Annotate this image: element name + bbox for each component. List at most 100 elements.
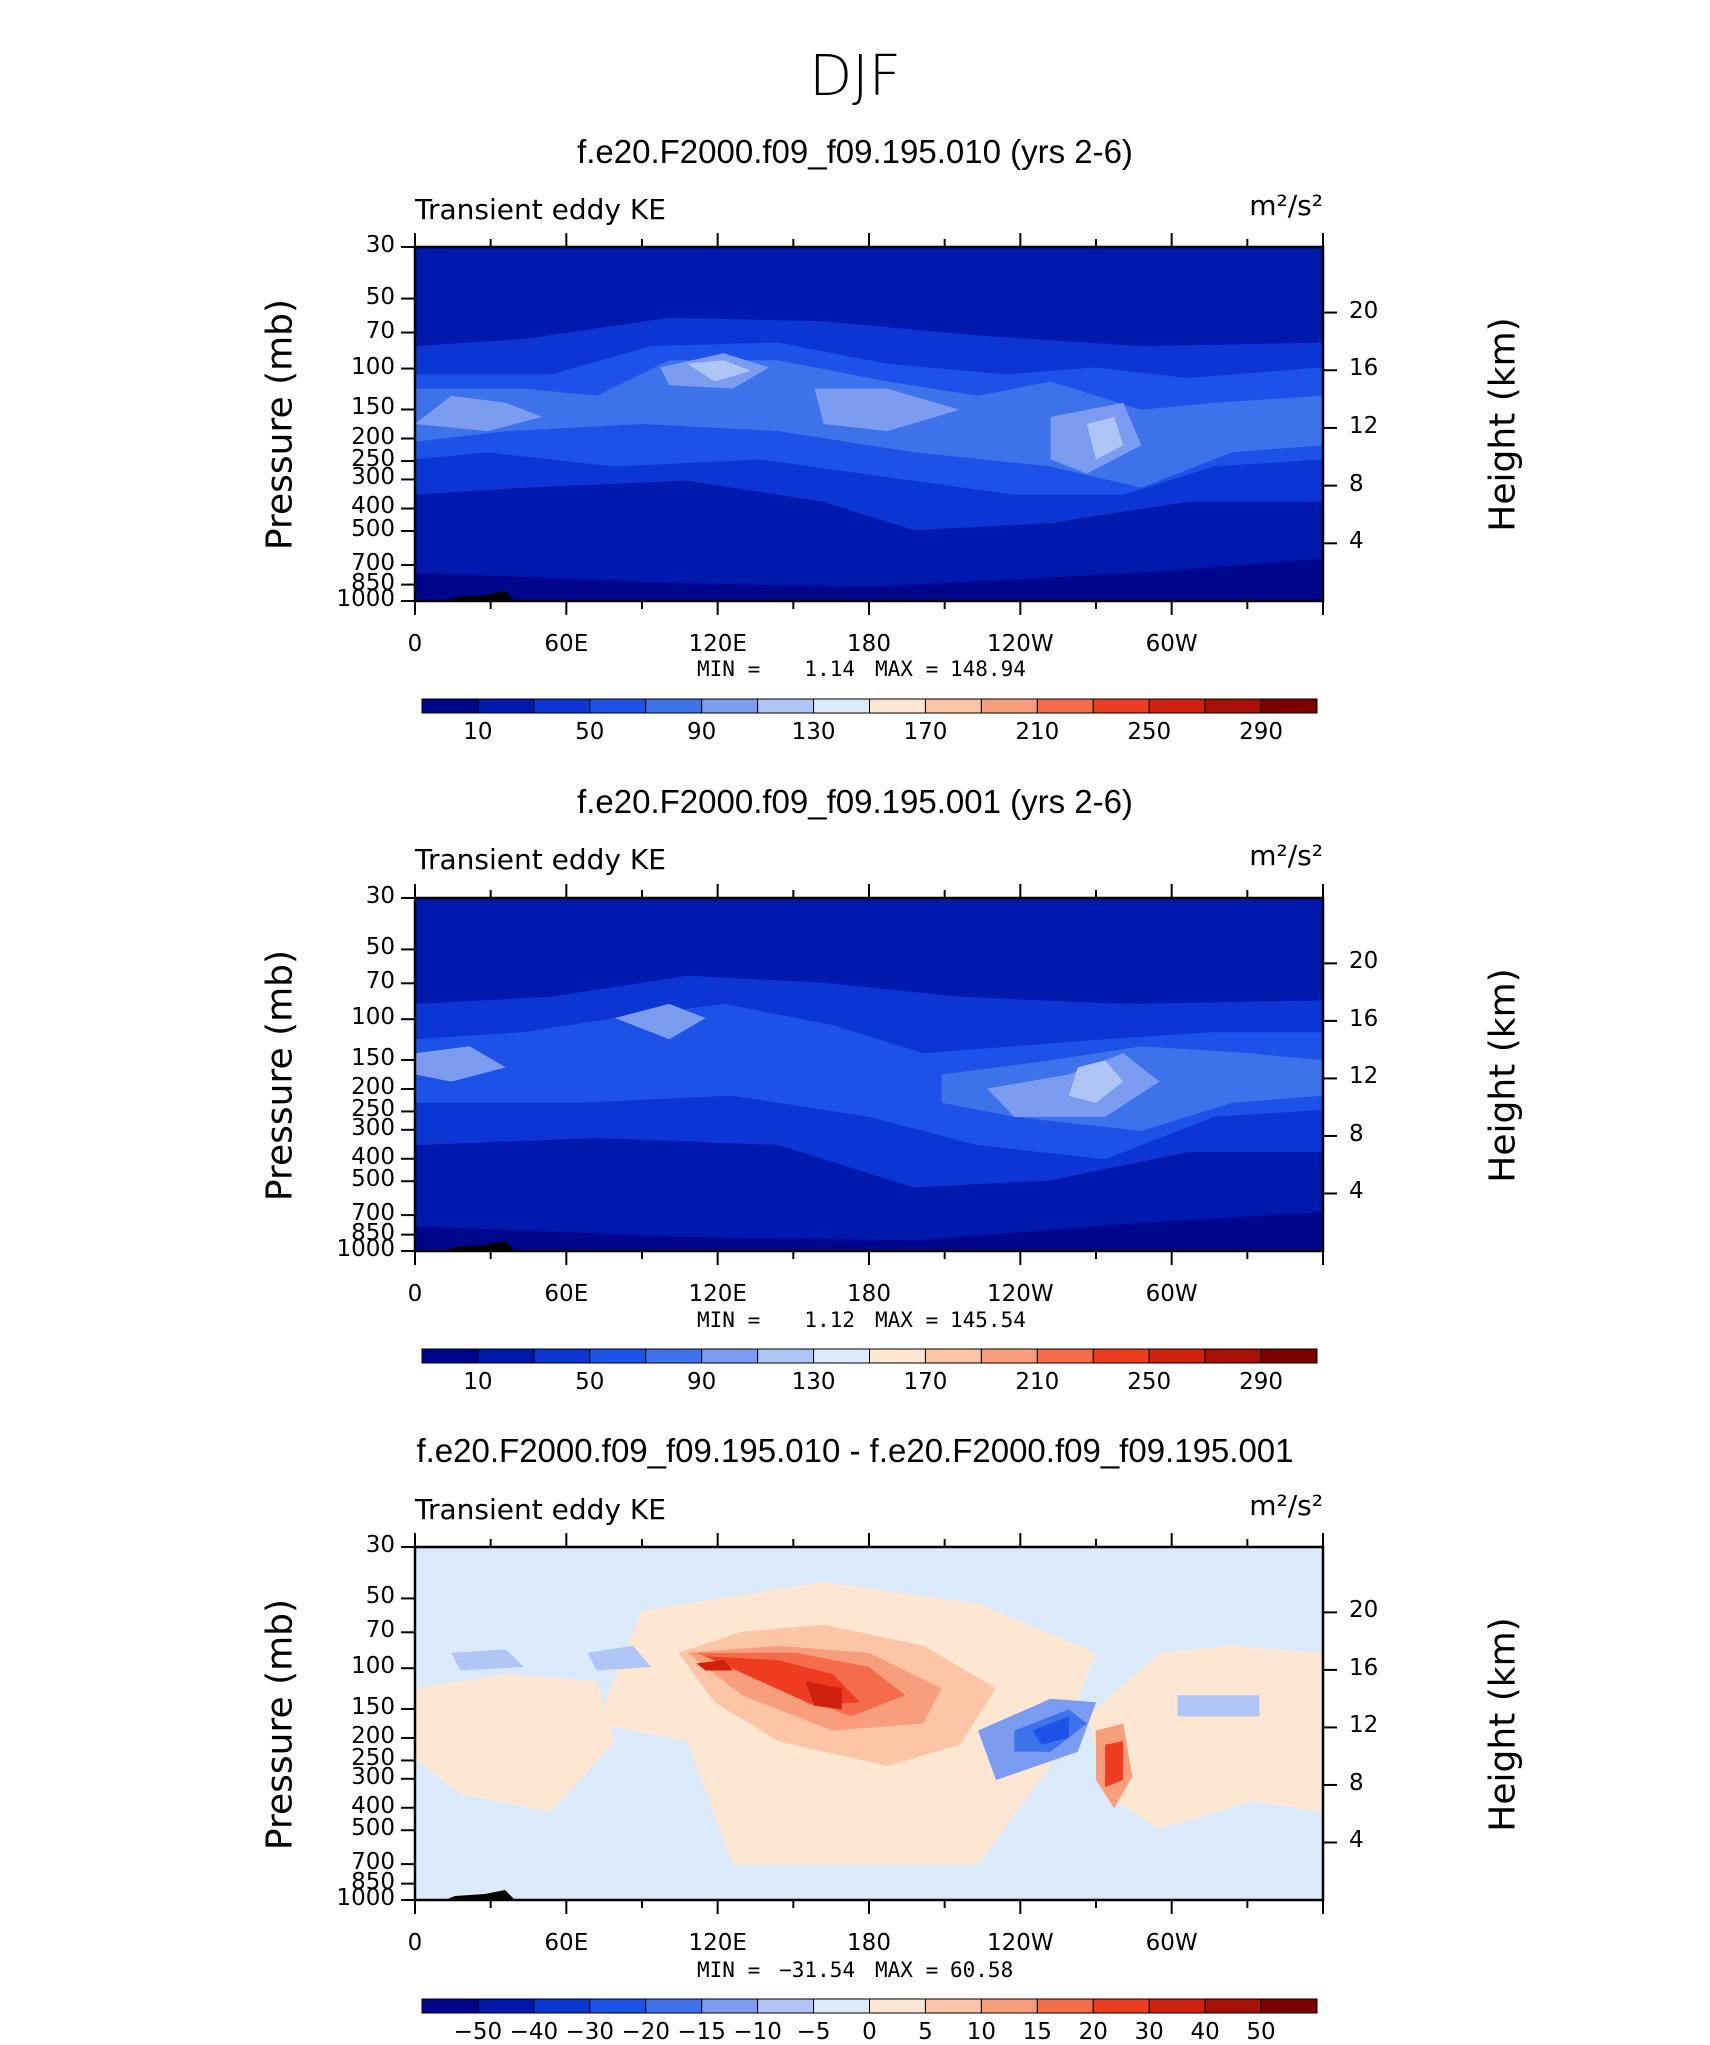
panel-1-y-tick-label: 50 — [365, 283, 395, 310]
panel-1-contour-region — [1086, 416, 1124, 460]
panel-2-y-tick-label: 700 — [351, 1200, 395, 1227]
panel-3-colorbar-box — [701, 1998, 759, 2014]
panel-3-max-label: MAX = — [875, 1958, 939, 1982]
panel-3-colorbar-box — [869, 1998, 926, 2014]
panel-3-contour-region — [587, 1645, 652, 1671]
panel-3-y-tick-label: 50 — [365, 1583, 395, 1610]
panel-2-max-label: MAX = — [875, 1308, 939, 1332]
panel-3-colorbar-box — [589, 1998, 647, 2014]
panel-3-colorbar-box — [1036, 1998, 1094, 2014]
panel-2-units-string: m²/s² — [1249, 839, 1323, 872]
panel-3-x-tick-label: 60W — [1145, 1930, 1198, 1956]
panel-1-y-tick-label: 30 — [365, 232, 395, 258]
panel-2-y-tick-label: 500 — [351, 1166, 395, 1193]
panel-1-y-tick-label: 70 — [365, 317, 395, 344]
panel-2-colorbar-label: 90 — [687, 1369, 717, 1395]
panel-1-y-right-tick-label: 16 — [1349, 355, 1379, 382]
panel-2-colorbar-label: 170 — [903, 1369, 948, 1395]
panel-2-colorbar-box — [1260, 1348, 1318, 1364]
panel-3-y-tick-label: 200 — [351, 1722, 395, 1749]
panel-1-y-tick-label: 700 — [351, 549, 395, 576]
panel-2-contour-region — [1068, 1060, 1124, 1103]
panel-2-colorbar-label: 290 — [1239, 1369, 1284, 1395]
panel-1-y-tick-label: 850 — [351, 569, 395, 596]
panel-2-topography — [445, 1241, 515, 1251]
panel-1-y-tick-label: 100 — [351, 353, 395, 380]
panel-1-x-tick-label: 60E — [544, 631, 589, 657]
panel-3-contour-region — [1177, 1695, 1260, 1717]
panel-1-contour-region — [415, 395, 543, 432]
panel-3-colorbar-box — [757, 1998, 815, 2014]
panel-3-contour-region — [805, 1681, 842, 1710]
panel-2-x-tick-label: 120W — [987, 1281, 1054, 1307]
panel-3-contour-region — [1105, 1741, 1124, 1787]
panel-3-colorbar-box — [1148, 1998, 1206, 2014]
panel-3-y-tick-label: 400 — [351, 1792, 395, 1819]
panel-1-y-right-tick-label: 4 — [1349, 528, 1364, 555]
panel-1-y-right-tick-label: 8 — [1349, 470, 1364, 497]
panel-2-y-tick-label: 250 — [351, 1096, 395, 1123]
panel-3-contour-region — [1032, 1716, 1069, 1745]
panel-1-contour-region — [415, 558, 1323, 601]
panel-1-units-string: m²/s² — [1249, 189, 1323, 222]
panel-3-colorbar-box — [1092, 1998, 1150, 2014]
panel-3-y-axis-label: Pressure (mb) — [259, 1598, 301, 1850]
panel-1-x-tick-label: 60W — [1145, 631, 1198, 657]
panel-2-colorbar-label: 130 — [791, 1369, 836, 1395]
panel-1-colorbar-label: 90 — [687, 719, 717, 745]
panel-3-contour-region — [696, 1660, 733, 1671]
panel-3-y-tick-label: 1000 — [336, 1885, 395, 1911]
panel-2-contour-region — [415, 1212, 1323, 1251]
panel-1-colorbar-label: 170 — [903, 719, 948, 745]
panel-3-left-string: Transient eddy KE — [415, 1493, 666, 1526]
panel-2-y-right-tick-label: 20 — [1349, 948, 1379, 975]
panel-2-x-tick-label: 0 — [407, 1281, 423, 1307]
panel-2-y-tick-label: 70 — [365, 968, 395, 995]
panel-1-y-tick-label: 500 — [351, 516, 395, 543]
panel-3-colorbar-box — [980, 1998, 1038, 2014]
panel-1-colorbar-label: 130 — [791, 719, 836, 745]
panel-3-colorbar-box — [533, 1998, 591, 2014]
panel-3-contour-region — [415, 1674, 615, 1812]
panel-1-contour-region — [814, 388, 960, 432]
panel-1-max-value: 148.94 — [950, 657, 1026, 681]
panel-2-y-tick-label: 30 — [365, 883, 395, 909]
panel-2-y-tick-label: 300 — [351, 1114, 395, 1141]
panel-2-title: f.e20.F2000.f09_f09.195.001 (yrs 2-6) — [577, 783, 1133, 820]
panel-1-max-label: MAX = — [875, 657, 939, 681]
panel-1-left-string: Transient eddy KE — [415, 193, 666, 226]
panel-2-y-tick-label: 850 — [351, 1219, 395, 1246]
panel-3-colorbar-box — [1204, 1998, 1262, 2014]
panel-3-colorbar-box — [813, 1998, 870, 2014]
panel-3-x-tick-label: 60E — [544, 1930, 589, 1956]
panel-2-colorbar-label: 250 — [1127, 1369, 1172, 1395]
panel-2-y-tick-label: 50 — [365, 934, 395, 961]
panel-3-y-tick-label: 100 — [351, 1653, 395, 1680]
panel-3-y-tick-label: 30 — [365, 1532, 395, 1558]
panel-3-x-tick-label: 0 — [407, 1930, 423, 1956]
panel-3-max-value: 60.58 — [950, 1958, 1014, 1982]
panel-1-min-label: MIN = — [697, 657, 761, 681]
panel-2-y-right-tick-label: 12 — [1349, 1063, 1379, 1090]
panel-2-contour-region — [415, 1046, 506, 1082]
panel-2-contour-region — [614, 1003, 706, 1040]
panel-3-colorbar-box — [645, 1998, 703, 2014]
panel-3-title: f.e20.F2000.f09_f09.195.010 - f.e20.F200… — [416, 1432, 1294, 1469]
panel-3-y-tick-label: 150 — [351, 1694, 395, 1721]
panel-3-colorbar-box — [924, 1998, 982, 2014]
panel-2-left-string: Transient eddy KE — [415, 843, 666, 876]
panel-3-min-value: −31.54 — [779, 1958, 855, 1982]
panel-2-colorbar-label: 10 — [463, 1369, 493, 1395]
panel-2-colorbar-label: 210 — [1015, 1369, 1060, 1395]
panel-3-y-right-tick-label: 4 — [1349, 1827, 1364, 1854]
panel-3-y-right-tick-label: 8 — [1349, 1769, 1364, 1796]
panel-2-y-right-tick-label: 8 — [1349, 1120, 1364, 1147]
panel-1-x-tick-label: 0 — [407, 631, 423, 657]
panel-3-y-right-tick-label: 12 — [1349, 1712, 1379, 1739]
panel-1-colorbar-label: 50 — [575, 719, 605, 745]
panel-3-y-tick-label: 70 — [365, 1617, 395, 1644]
panel-3-topography — [445, 1890, 515, 1900]
